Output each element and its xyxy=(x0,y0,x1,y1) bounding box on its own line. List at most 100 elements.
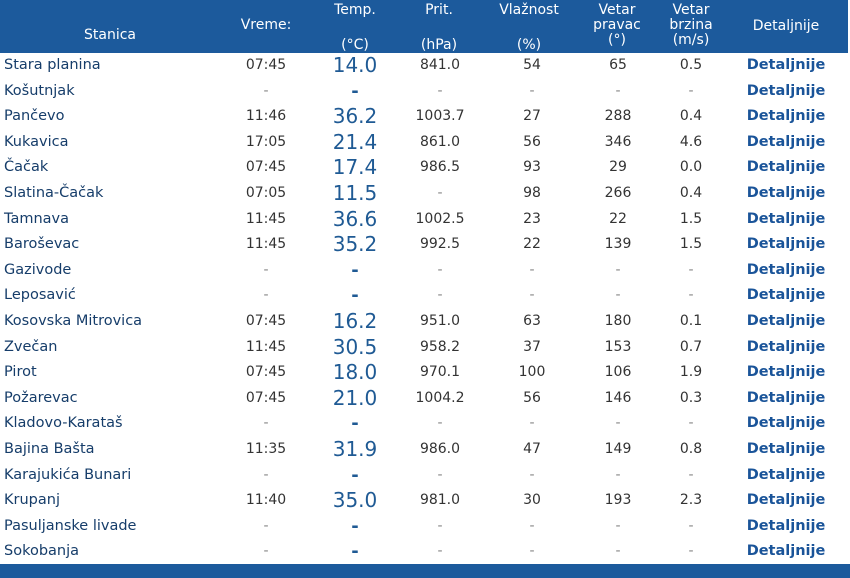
station-name: Kosovska Mitrovica xyxy=(4,312,143,329)
station-name: Leposavić xyxy=(4,287,76,304)
station-name: Košutnjak xyxy=(4,82,75,99)
humidity-header-unit: (%) xyxy=(516,37,542,53)
temperature-value: 16.2 xyxy=(332,308,378,333)
column-header-wind-speed[interactable]: Vetar brzina (m/s) xyxy=(656,3,726,48)
time-value: 11:45 xyxy=(245,210,287,227)
time-value: 07:45 xyxy=(245,159,287,176)
wind-direction-value: 29 xyxy=(609,159,627,176)
column-header-humidity[interactable]: Vlažnost (%) xyxy=(488,3,570,53)
details-link[interactable]: Detaljnije xyxy=(746,364,826,381)
station-name: Gazivode xyxy=(4,261,72,278)
details-link[interactable]: Detaljnije xyxy=(746,261,826,278)
humidity-value: 56 xyxy=(523,133,541,150)
station-name: Bajina Bašta xyxy=(4,440,95,457)
wind-speed-value: - xyxy=(688,517,694,534)
pressure-value: - xyxy=(437,543,443,560)
details-link[interactable]: Detaljnije xyxy=(746,159,826,176)
details-link[interactable]: Detaljnije xyxy=(746,108,826,125)
temperature-value: 36.2 xyxy=(332,104,378,129)
details-link[interactable]: Detaljnije xyxy=(746,133,826,150)
column-header-pressure[interactable]: Prit. (hPa) xyxy=(400,3,478,53)
temperature-header-unit: (°C) xyxy=(341,37,369,53)
time-value: 17:05 xyxy=(245,133,287,150)
temperature-value: 36.6 xyxy=(332,206,378,231)
table-row: Čačak 07:45 17.4 986.5 93 29 0.0 Detaljnije xyxy=(0,155,850,181)
time-value: - xyxy=(263,517,269,534)
column-header-details: Detaljnije xyxy=(752,18,820,34)
wind-direction-header-line2: pravac xyxy=(593,17,641,33)
table-row: Zvečan 11:45 30.5 958.2 37 153 0.7 Detaljnije xyxy=(0,335,850,361)
column-header-station[interactable]: Stanica xyxy=(84,27,136,43)
details-link[interactable]: Detaljnije xyxy=(746,389,826,406)
wind-speed-value: 0.8 xyxy=(679,440,703,457)
temperature-value: 30.5 xyxy=(332,334,378,359)
pressure-value: 861.0 xyxy=(419,133,461,150)
temperature-value: 35.2 xyxy=(332,232,378,257)
station-name: Požarevac xyxy=(4,389,78,406)
details-link[interactable]: Detaljnije xyxy=(746,312,826,329)
table-row: Pasuljanske livade - - - - - - Detaljnije xyxy=(0,514,850,540)
details-link[interactable]: Detaljnije xyxy=(746,57,826,73)
details-link[interactable]: Detaljnije xyxy=(746,184,826,201)
wind-direction-value: 65 xyxy=(609,57,627,73)
wind-direction-value: 106 xyxy=(604,364,632,381)
pressure-value: - xyxy=(437,287,443,304)
details-link[interactable]: Detaljnije xyxy=(746,440,826,457)
table-row: Pirot 07:45 18.0 970.1 100 106 1.9 Detaljnije xyxy=(0,360,850,386)
wind-speed-value: 0.4 xyxy=(679,108,703,125)
humidity-header-label: Vlažnost xyxy=(499,2,559,18)
humidity-value: 56 xyxy=(523,389,541,406)
column-header-temperature[interactable]: Temp. (°C) xyxy=(310,3,400,53)
details-link[interactable]: Detaljnije xyxy=(746,466,826,483)
time-value: 07:45 xyxy=(245,364,287,381)
column-header-time[interactable]: Vreme: xyxy=(240,17,292,33)
details-link[interactable]: Detaljnije xyxy=(746,415,826,432)
details-link[interactable]: Detaljnije xyxy=(746,210,826,227)
pressure-value: 958.2 xyxy=(419,338,461,355)
pressure-value: - xyxy=(437,261,443,278)
wind-direction-value: - xyxy=(615,466,621,483)
table-row: Karajukića Bunari - - - - - - Detaljnije xyxy=(0,463,850,489)
details-link[interactable]: Detaljnije xyxy=(746,82,826,99)
wind-speed-value: - xyxy=(688,415,694,432)
wind-direction-value: - xyxy=(615,261,621,278)
station-name: Pasuljanske livade xyxy=(4,517,137,534)
pressure-value: 986.5 xyxy=(419,159,461,176)
details-link[interactable]: Detaljnije xyxy=(746,492,826,509)
station-name: Tamnava xyxy=(4,210,70,227)
wind-speed-value: 0.7 xyxy=(679,338,703,355)
time-value: - xyxy=(263,466,269,483)
wind-direction-value: 193 xyxy=(604,492,632,509)
station-name: Krupanj xyxy=(4,492,60,509)
time-value: 07:45 xyxy=(245,312,287,329)
table-row: Pančevo 11:46 36.2 1003.7 27 288 0.4 Detaljnije xyxy=(0,104,850,130)
details-link[interactable]: Detaljnije xyxy=(746,338,826,355)
humidity-value: 22 xyxy=(523,236,541,253)
details-link[interactable]: Detaljnije xyxy=(746,236,826,253)
header-divider xyxy=(848,0,850,53)
pressure-value: 986.0 xyxy=(419,440,461,457)
details-link[interactable]: Detaljnije xyxy=(746,517,826,534)
details-link[interactable]: Detaljnije xyxy=(746,287,826,304)
station-name: Pirot xyxy=(4,364,37,381)
humidity-value: - xyxy=(529,287,535,304)
pressure-value: 992.5 xyxy=(419,236,461,253)
pressure-value: 981.0 xyxy=(419,492,461,509)
wind-speed-value: 4.6 xyxy=(679,133,703,150)
wind-direction-value: - xyxy=(615,543,621,560)
pressure-value: - xyxy=(437,466,443,483)
temperature-value: - xyxy=(351,285,359,307)
table-row: Košutnjak - - - - - - Detaljnije xyxy=(0,79,850,105)
wind-speed-header-line1: Vetar xyxy=(672,2,710,18)
humidity-value: - xyxy=(529,517,535,534)
details-link[interactable]: Detaljnije xyxy=(746,543,826,560)
wind-direction-value: - xyxy=(615,82,621,99)
time-value: 11:35 xyxy=(245,440,287,457)
station-name: Slatina-Čačak xyxy=(4,184,104,201)
pressure-value: 841.0 xyxy=(419,57,461,73)
pressure-value: - xyxy=(437,82,443,99)
wind-direction-value: 139 xyxy=(604,236,632,253)
column-header-wind-direction[interactable]: Vetar pravac (°) xyxy=(578,3,656,48)
humidity-value: 27 xyxy=(523,108,541,125)
